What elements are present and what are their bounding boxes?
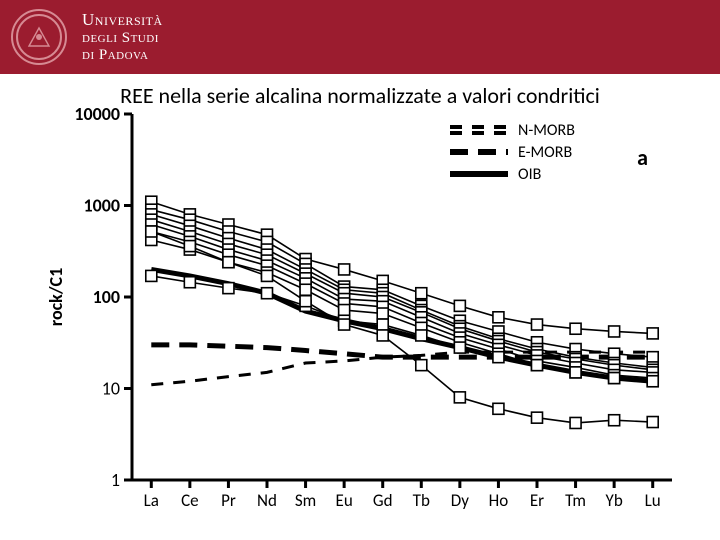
- uni-line-2: degli Studi: [82, 30, 163, 47]
- svg-text:Ce: Ce: [181, 490, 199, 511]
- svg-text:10: 10: [102, 378, 120, 400]
- svg-text:La: La: [144, 490, 159, 511]
- svg-text:Er: Er: [530, 490, 544, 511]
- slide-title: REE nella serie alcalina normalizzate a …: [0, 82, 720, 109]
- svg-text:N-MORB: N-MORB: [518, 121, 575, 140]
- svg-text:Yb: Yb: [606, 490, 623, 511]
- svg-text:Sm: Sm: [295, 490, 316, 511]
- svg-text:Lu: Lu: [645, 490, 661, 511]
- svg-text:1: 1: [111, 469, 120, 491]
- uni-line-1: Università: [82, 10, 163, 30]
- svg-text:Dy: Dy: [451, 490, 469, 511]
- svg-text:100: 100: [93, 286, 120, 308]
- svg-text:10000: 10000: [74, 108, 120, 125]
- panel-label: a: [637, 144, 648, 171]
- svg-text:Nd: Nd: [257, 490, 277, 511]
- svg-text:Pr: Pr: [221, 490, 236, 511]
- svg-text:Ho: Ho: [489, 490, 509, 511]
- svg-text:Tb: Tb: [413, 490, 430, 511]
- university-name: Università degli Studi di Padova: [82, 10, 163, 64]
- svg-text:OIB: OIB: [518, 165, 542, 184]
- ree-chart: 1 10 100 1000 10000 rock/C1 La Ce Pr Nd Sm Eu Gd Tb Dy…: [48, 108, 684, 518]
- university-seal-icon: [10, 8, 68, 66]
- svg-text:1000: 1000: [84, 195, 121, 217]
- svg-text:Gd: Gd: [373, 490, 393, 511]
- uni-line-3: di Padova: [82, 47, 163, 64]
- svg-text:E-MORB: E-MORB: [518, 143, 572, 162]
- svg-text:Tm: Tm: [565, 490, 586, 511]
- svg-text:Eu: Eu: [336, 490, 353, 511]
- svg-text:rock/C1: rock/C1: [48, 268, 67, 326]
- header-bar: Università degli Studi di Padova: [0, 0, 720, 74]
